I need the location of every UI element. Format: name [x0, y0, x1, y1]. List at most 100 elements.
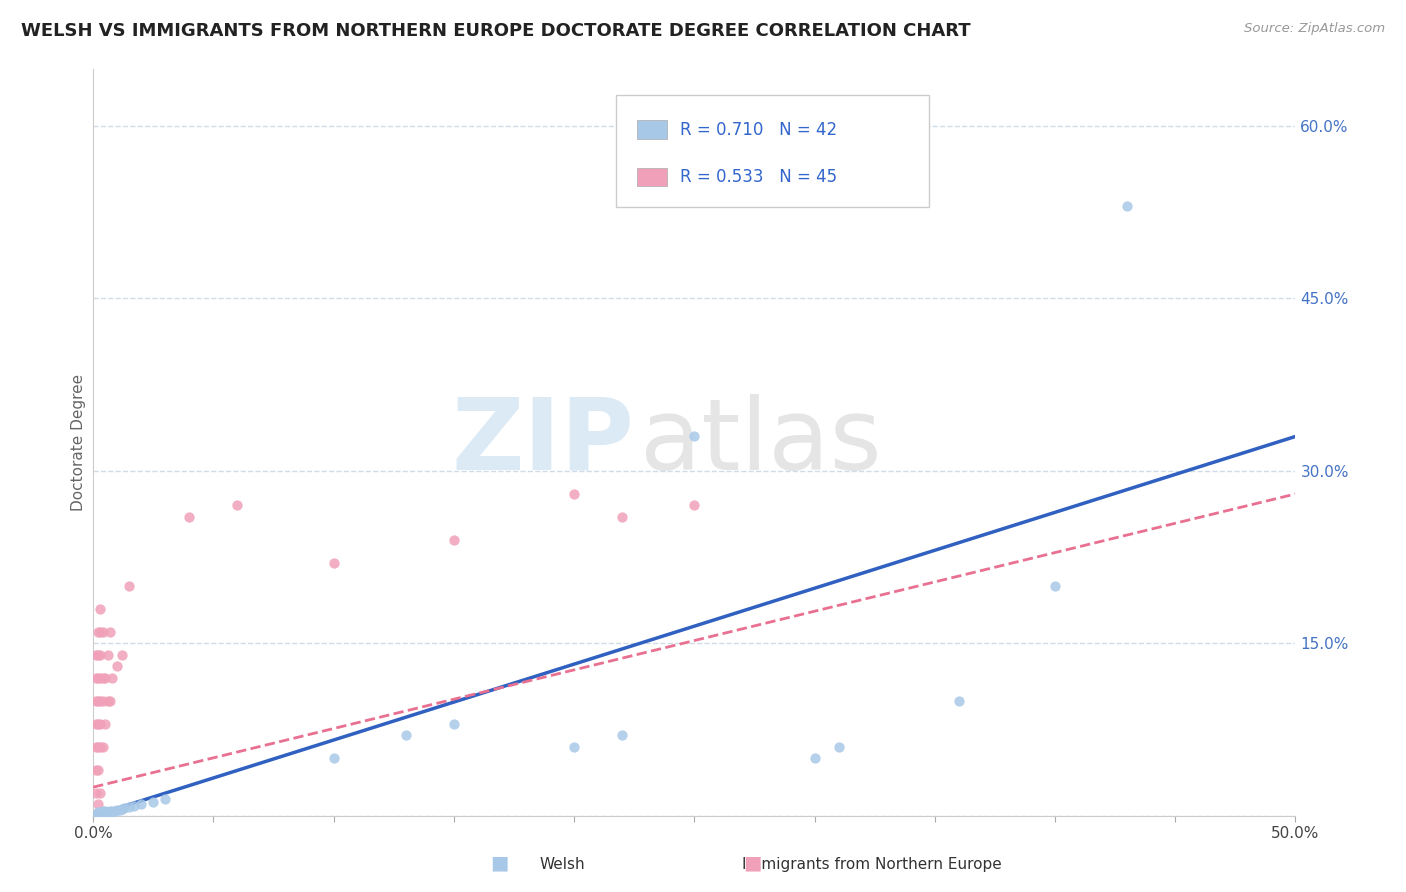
Point — [111, 648, 134, 662]
Point — [142, 795, 165, 809]
Point — [91, 805, 114, 819]
Point — [827, 739, 849, 754]
Point — [1043, 579, 1066, 593]
Point — [98, 805, 121, 819]
Point — [87, 717, 110, 731]
Point — [101, 671, 124, 685]
Point — [97, 694, 120, 708]
Point — [105, 659, 128, 673]
Point — [1116, 200, 1139, 214]
Text: ZIP: ZIP — [451, 393, 634, 491]
Point — [948, 694, 970, 708]
Point — [97, 805, 120, 820]
Point — [87, 807, 110, 822]
Point — [89, 602, 111, 616]
Point — [118, 579, 141, 593]
Point — [89, 648, 111, 662]
Point — [94, 805, 117, 819]
Point — [395, 728, 418, 742]
Point — [84, 717, 107, 731]
Point — [114, 801, 136, 815]
Text: Welsh: Welsh — [540, 857, 585, 872]
Point — [322, 556, 344, 570]
Point — [118, 799, 141, 814]
Point — [94, 806, 117, 821]
Point — [89, 694, 111, 708]
Point — [84, 694, 107, 708]
Point — [322, 751, 344, 765]
Point — [89, 739, 111, 754]
Point — [87, 806, 110, 821]
Point — [155, 791, 177, 805]
Point — [89, 805, 111, 820]
Point — [562, 739, 585, 754]
Text: R = 0.710   N = 42: R = 0.710 N = 42 — [681, 120, 837, 139]
Point — [84, 739, 107, 754]
Point — [91, 805, 114, 820]
Text: WELSH VS IMMIGRANTS FROM NORTHERN EUROPE DOCTORATE DEGREE CORRELATION CHART: WELSH VS IMMIGRANTS FROM NORTHERN EUROPE… — [21, 22, 970, 40]
Point — [101, 805, 124, 820]
Point — [803, 751, 825, 765]
Point — [84, 807, 107, 822]
Point — [89, 786, 111, 800]
Text: Source: ZipAtlas.com: Source: ZipAtlas.com — [1244, 22, 1385, 36]
Point — [87, 739, 110, 754]
FancyBboxPatch shape — [637, 120, 666, 139]
Point — [87, 694, 110, 708]
Text: ■: ■ — [489, 854, 509, 872]
Point — [91, 694, 114, 708]
FancyBboxPatch shape — [616, 95, 929, 207]
Point — [91, 624, 114, 639]
Point — [89, 624, 111, 639]
FancyBboxPatch shape — [637, 168, 666, 186]
Point — [84, 786, 107, 800]
Text: Immigrants from Northern Europe: Immigrants from Northern Europe — [742, 857, 1001, 872]
Point — [111, 802, 134, 816]
Point — [97, 648, 120, 662]
Point — [98, 805, 121, 820]
Point — [87, 648, 110, 662]
Point — [97, 806, 120, 821]
Point — [84, 763, 107, 777]
Point — [84, 671, 107, 685]
Point — [91, 671, 114, 685]
Text: atlas: atlas — [640, 393, 882, 491]
Point — [683, 499, 706, 513]
Point — [443, 533, 465, 547]
Point — [226, 499, 249, 513]
Point — [443, 717, 465, 731]
Point — [91, 806, 114, 821]
Point — [87, 671, 110, 685]
Point — [94, 717, 117, 731]
Point — [612, 728, 634, 742]
Text: ■: ■ — [742, 854, 762, 872]
Point — [612, 510, 634, 524]
Point — [87, 805, 110, 820]
Point — [84, 648, 107, 662]
Point — [91, 739, 114, 754]
Point — [129, 797, 152, 812]
Point — [89, 671, 111, 685]
Point — [87, 763, 110, 777]
Point — [94, 671, 117, 685]
Point — [87, 624, 110, 639]
Point — [683, 429, 706, 443]
Point — [84, 806, 107, 821]
Point — [84, 807, 107, 822]
Point — [89, 717, 111, 731]
Point — [104, 805, 127, 819]
Point — [87, 797, 110, 812]
Point — [98, 694, 121, 708]
Text: R = 0.533   N = 45: R = 0.533 N = 45 — [681, 168, 837, 186]
Point — [91, 807, 114, 822]
Point — [108, 803, 131, 817]
Point — [98, 624, 121, 639]
Y-axis label: Doctorate Degree: Doctorate Degree — [72, 374, 86, 511]
Point — [122, 798, 145, 813]
Point — [89, 807, 111, 822]
Point — [94, 805, 117, 820]
Point — [179, 510, 201, 524]
Point — [89, 806, 111, 821]
Point — [105, 803, 128, 817]
Point — [562, 487, 585, 501]
